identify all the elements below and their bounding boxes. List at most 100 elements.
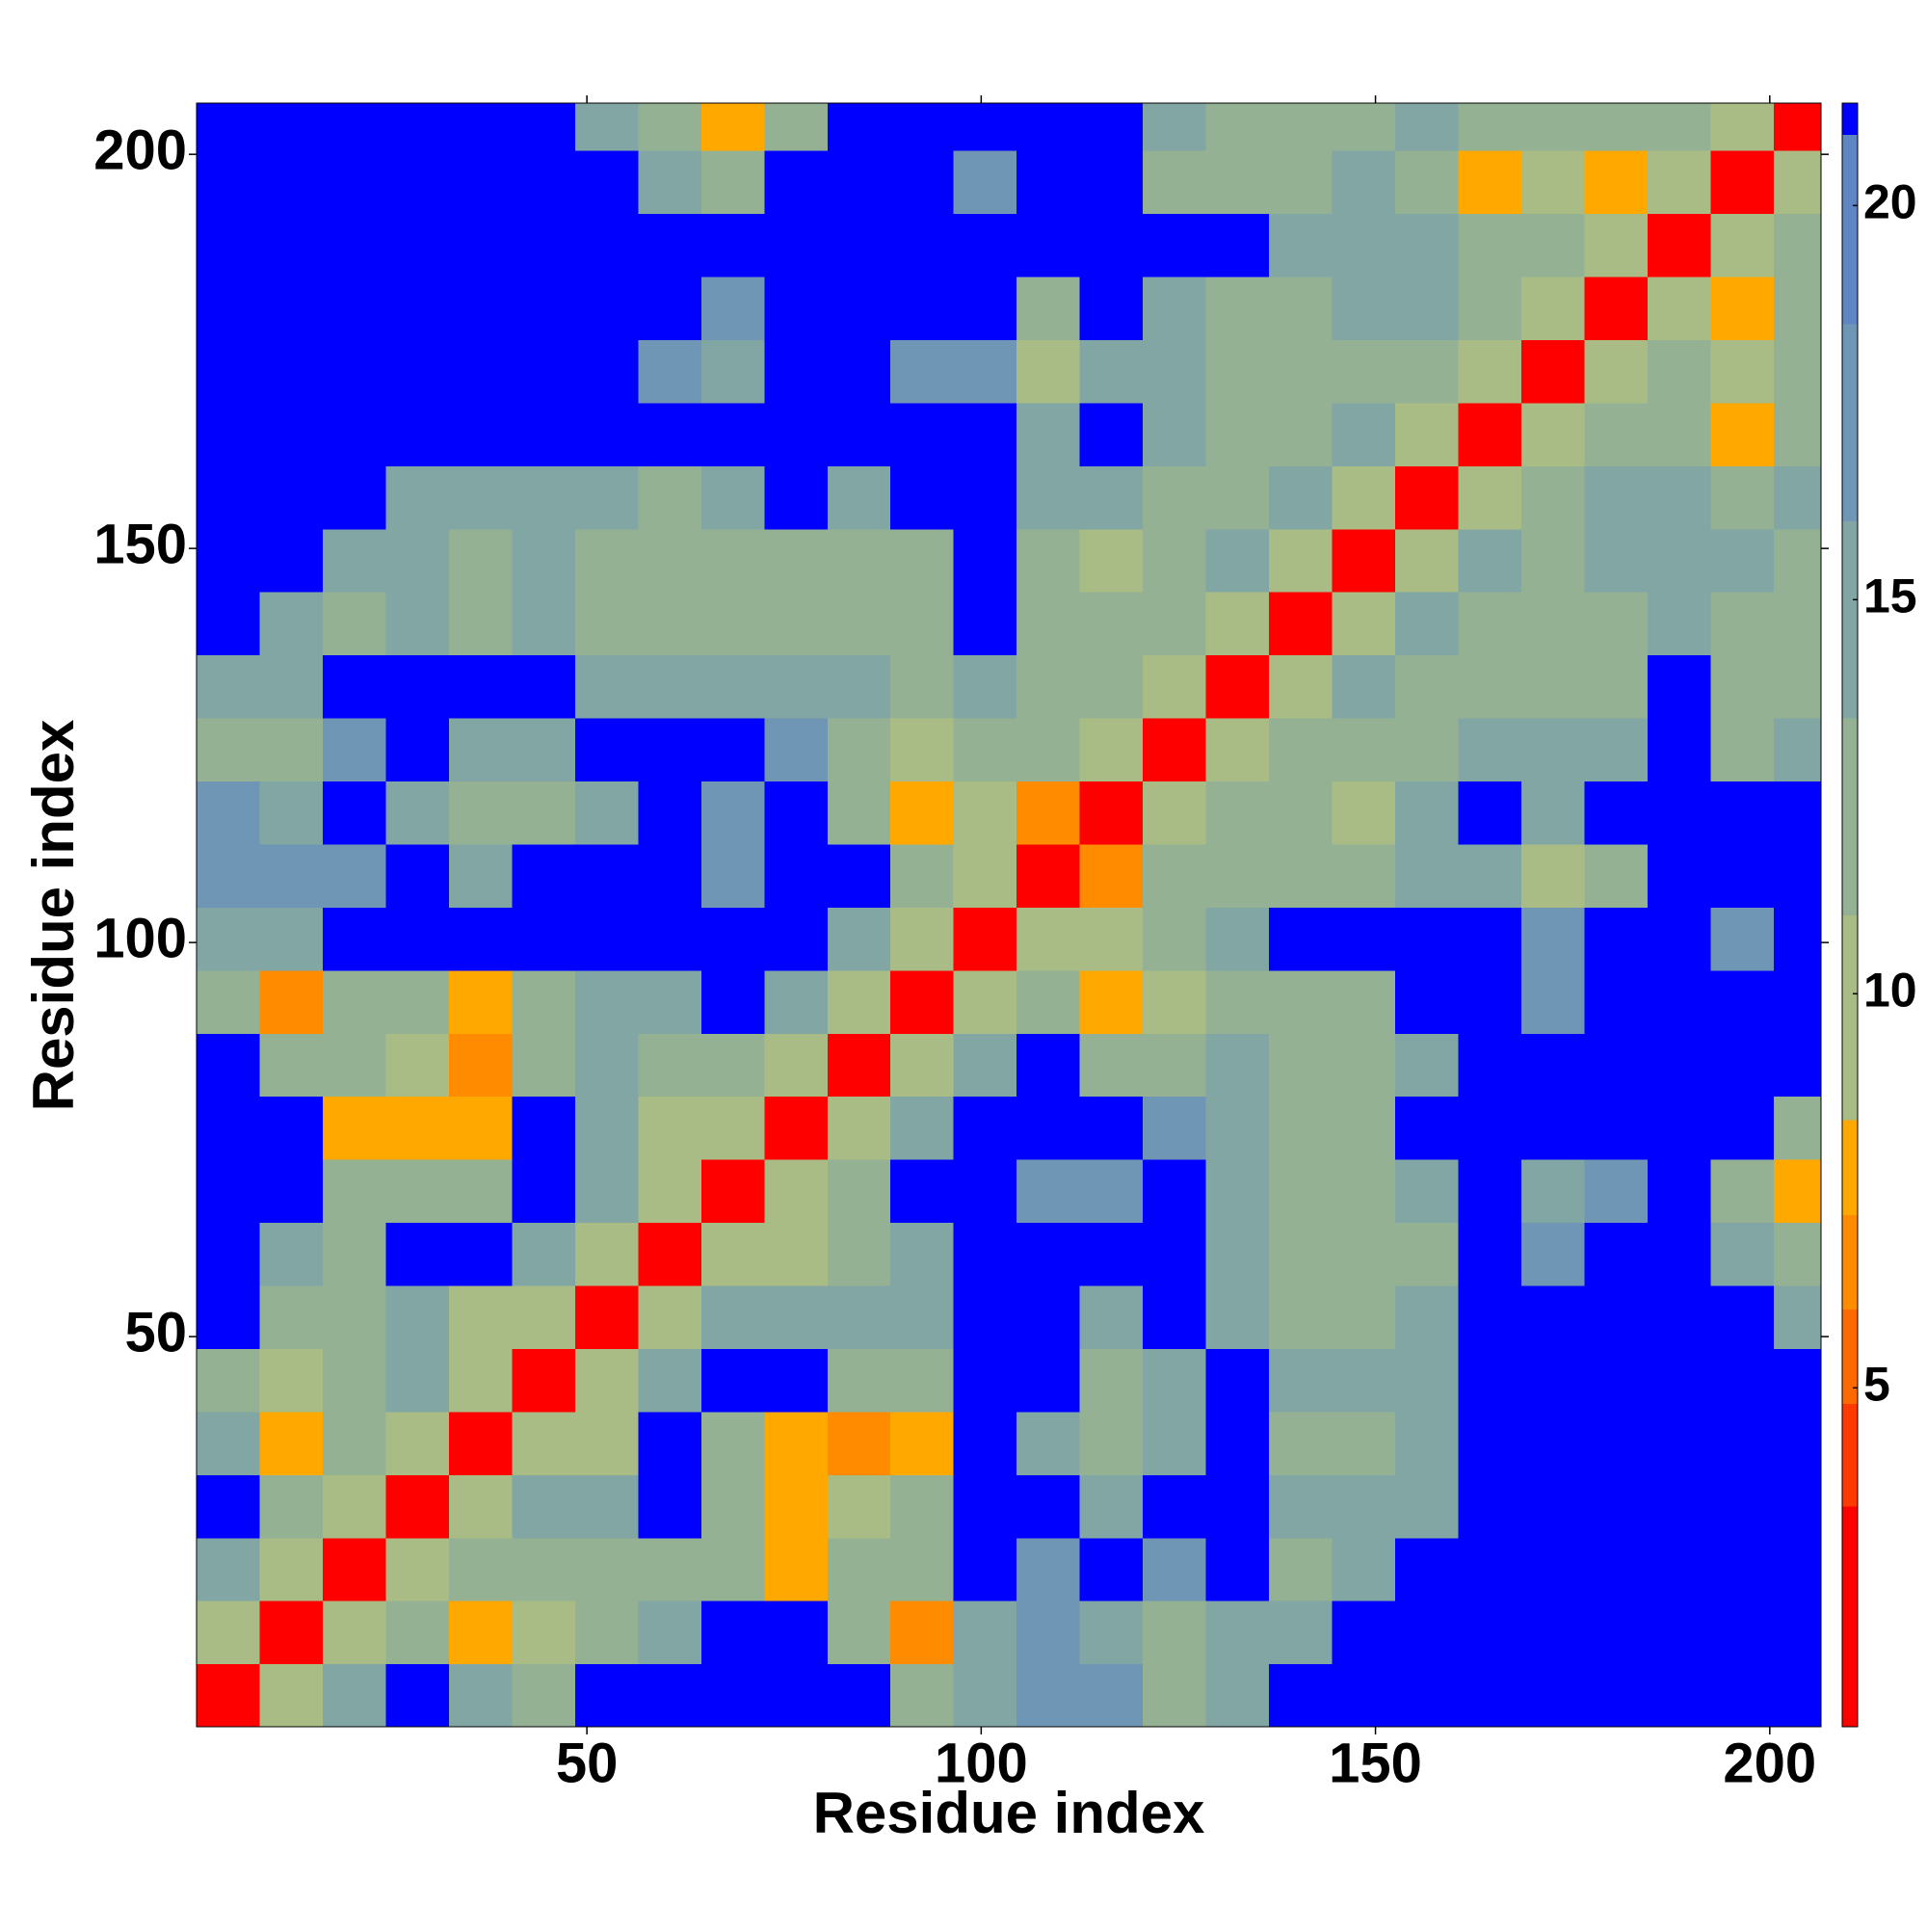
heatmap-cell xyxy=(1016,1222,1081,1286)
heatmap-cell xyxy=(1647,969,1712,1034)
heatmap-cell xyxy=(1143,843,1207,908)
heatmap-cell xyxy=(1710,1411,1775,1475)
heatmap-cell xyxy=(700,213,765,278)
heatmap-cell xyxy=(1710,1284,1775,1349)
heatmap-cell xyxy=(197,1033,261,1098)
heatmap-cell xyxy=(764,1663,829,1728)
heatmap-cell xyxy=(1647,1601,1712,1665)
heatmap-cell xyxy=(259,1159,324,1224)
heatmap-cell xyxy=(764,528,829,593)
heatmap-cell xyxy=(322,150,387,215)
heatmap-cell xyxy=(1395,1284,1460,1349)
heatmap-cell xyxy=(700,1537,765,1601)
colorbar-band xyxy=(1842,103,1858,136)
heatmap-cell xyxy=(259,213,324,278)
heatmap-cell xyxy=(1079,1537,1144,1601)
heatmap-cell xyxy=(448,1222,513,1286)
heatmap-cell xyxy=(1332,339,1396,404)
heatmap-cell xyxy=(1269,843,1333,908)
heatmap-cell xyxy=(1584,402,1649,466)
heatmap-cell xyxy=(1710,592,1775,656)
heatmap-cell xyxy=(1773,1601,1822,1665)
heatmap-cell xyxy=(827,528,891,593)
heatmap-cell xyxy=(638,1096,702,1160)
heatmap-cell xyxy=(1079,1348,1144,1413)
heatmap-cell xyxy=(1079,276,1144,340)
heatmap-cell xyxy=(1710,1348,1775,1413)
heatmap-cell xyxy=(1458,907,1522,971)
heatmap-cell xyxy=(953,1601,1017,1665)
heatmap-cell xyxy=(1269,1159,1333,1224)
y-tick-label: 200 xyxy=(93,119,187,181)
heatmap-cell xyxy=(448,1033,513,1098)
heatmap-cell xyxy=(1143,339,1207,404)
heatmap-cell xyxy=(1332,1537,1396,1601)
heatmap-cell xyxy=(700,150,765,215)
heatmap-cell xyxy=(1395,150,1460,215)
heatmap-cell xyxy=(1773,465,1822,530)
heatmap-cell xyxy=(1016,276,1081,340)
heatmap-cell xyxy=(827,1033,891,1098)
heatmap-cell xyxy=(1710,339,1775,404)
heatmap-cell xyxy=(890,592,955,656)
heatmap-cell xyxy=(890,1222,955,1286)
heatmap-cell xyxy=(574,843,639,908)
heatmap-cell xyxy=(700,1348,765,1413)
heatmap-cell xyxy=(1332,103,1396,151)
heatmap-cell xyxy=(448,718,513,782)
heatmap-cell xyxy=(638,528,702,593)
heatmap-cell xyxy=(574,1663,639,1728)
colorbar-band xyxy=(1842,520,1858,719)
heatmap-cell xyxy=(448,528,513,593)
heatmap-cell xyxy=(700,592,765,656)
y-axis-label: Residue index xyxy=(21,720,86,1112)
colorbar-band xyxy=(1842,1403,1858,1507)
heatmap-cell xyxy=(1395,843,1460,908)
heatmap-cell xyxy=(512,402,576,466)
heatmap-cell xyxy=(827,1284,891,1349)
heatmap-cell xyxy=(1647,1159,1712,1224)
heatmap-cell xyxy=(827,1411,891,1475)
heatmap-cell xyxy=(953,213,1017,278)
heatmap-cell xyxy=(953,276,1017,340)
heatmap-cell xyxy=(764,1474,829,1539)
heatmap-cell xyxy=(953,1284,1017,1349)
heatmap-cell xyxy=(1079,843,1144,908)
heatmap-cell xyxy=(1205,907,1270,971)
heatmap-cell xyxy=(259,1284,324,1349)
heatmap-cell xyxy=(574,339,639,404)
heatmap-cell xyxy=(1773,907,1822,971)
heatmap-cell xyxy=(700,843,765,908)
heatmap-cell xyxy=(1520,592,1586,656)
heatmap-cell xyxy=(1332,1663,1396,1728)
heatmap-cell xyxy=(448,150,513,215)
heatmap-cell xyxy=(1079,1284,1144,1349)
heatmap-cell xyxy=(827,339,891,404)
heatmap-cell xyxy=(1520,465,1586,530)
heatmap-cell xyxy=(512,1663,576,1728)
heatmap-cell xyxy=(953,1159,1017,1224)
heatmap-cell xyxy=(1520,1601,1586,1665)
heatmap-cell xyxy=(322,907,387,971)
heatmap-cell xyxy=(322,276,387,340)
heatmap-cell xyxy=(1647,1348,1712,1413)
heatmap-cell xyxy=(1016,1601,1081,1665)
heatmap-cell xyxy=(1016,781,1081,845)
heatmap-cell xyxy=(448,592,513,656)
colorbar-frame xyxy=(1841,102,1859,1728)
heatmap-cell xyxy=(1205,1411,1270,1475)
heatmap-cell xyxy=(1584,1348,1649,1413)
heatmap-cell xyxy=(385,402,450,466)
heatmap-cell xyxy=(1584,1411,1649,1475)
heatmap-cell xyxy=(1647,339,1712,404)
heatmap-cell xyxy=(1520,1474,1586,1539)
heatmap-cell xyxy=(385,654,450,719)
heatmap-cell xyxy=(1016,402,1081,466)
heatmap-cell xyxy=(827,1222,891,1286)
heatmap-cell xyxy=(197,339,261,404)
heatmap-cell xyxy=(827,1474,891,1539)
heatmap-cell xyxy=(1710,528,1775,593)
heatmap-cell xyxy=(1395,1096,1460,1160)
heatmap-cell xyxy=(764,718,829,782)
heatmap-cell xyxy=(1520,402,1586,466)
